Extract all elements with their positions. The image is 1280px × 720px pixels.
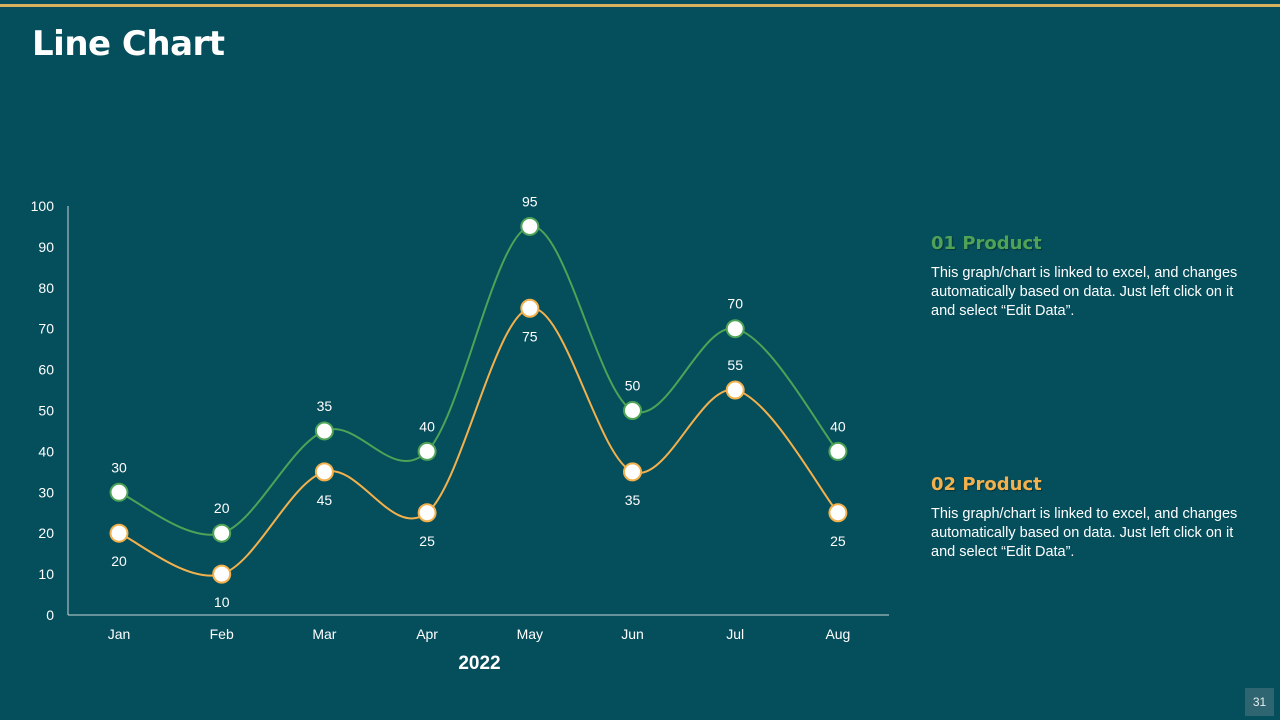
page-number: 31 — [1245, 688, 1274, 716]
series-1-data-label-apr: 40 — [419, 418, 435, 434]
series-1-point-aug — [828, 441, 848, 461]
series-2-point-apr — [417, 503, 437, 523]
series-2-data-label-jan: 20 — [111, 553, 127, 569]
series-1-data-label-jan: 30 — [111, 459, 127, 475]
y-tick-label: 20 — [38, 525, 54, 541]
x-tick-label-feb: Feb — [210, 626, 234, 642]
legend-product-2: 02 Product This graph/chart is linked to… — [931, 474, 1246, 562]
y-tick-label: 70 — [38, 321, 54, 337]
x-axis-title: 2022 — [458, 653, 500, 674]
series-1-data-label-may: 95 — [522, 193, 538, 209]
x-tick-label-aug: Aug — [825, 626, 850, 642]
x-tick-label-may: May — [517, 626, 543, 642]
series-1-point-mar — [314, 421, 334, 441]
series-2-point-may — [520, 298, 540, 318]
series-1-point-jun — [623, 401, 642, 420]
series-1-data-label-jun: 50 — [625, 378, 641, 394]
series-2-point-feb — [212, 564, 232, 584]
y-tick-label: 80 — [38, 280, 54, 296]
series-2-data-label-feb: 10 — [214, 594, 230, 610]
y-tick-label: 60 — [38, 362, 54, 378]
series-2-data-label-aug: 25 — [830, 533, 846, 549]
legend-product-2-description: This graph/chart is linked to excel, and… — [931, 506, 1238, 560]
series-2-data-label-jun: 35 — [625, 492, 641, 508]
legend-product-1-title: 01 Product — [931, 233, 1042, 254]
x-tick-label-mar: Mar — [312, 626, 336, 642]
series-2-point-jun — [623, 462, 642, 482]
series-1-data-label-mar: 35 — [317, 398, 333, 414]
y-tick-label: 50 — [38, 403, 54, 419]
y-tick-label: 10 — [38, 566, 54, 582]
y-tick-label: 100 — [31, 198, 55, 214]
y-tick-label: 90 — [38, 239, 54, 255]
y-tick-label: 40 — [38, 443, 54, 459]
series-1-point-jul — [725, 319, 745, 339]
series-2-point-jul — [725, 380, 745, 400]
series-1-point-jan — [109, 482, 129, 502]
x-tick-label-jul: Jul — [726, 626, 744, 642]
y-tick-label: 0 — [46, 607, 54, 623]
series-1-point-apr — [417, 441, 437, 461]
y-tick-label: 30 — [38, 484, 54, 500]
series-1-point-may — [520, 216, 540, 236]
series-2-data-label-jul: 55 — [727, 357, 743, 373]
series-1-data-label-jul: 70 — [727, 296, 743, 312]
series-2-data-label-mar: 45 — [317, 492, 333, 508]
x-tick-label-jan: Jan — [108, 626, 131, 642]
slide-title: Line Chart — [32, 24, 225, 64]
series-2-data-label-apr: 25 — [419, 533, 435, 549]
series-2-point-jan — [109, 523, 129, 543]
series-1-point-feb — [212, 523, 232, 543]
x-tick-label-jun: Jun — [621, 626, 644, 642]
series-2-point-aug — [828, 503, 848, 523]
legend-product-2-title: 02 Product — [931, 474, 1042, 495]
series-1-data-label-aug: 40 — [830, 418, 846, 434]
top-accent-rule — [0, 4, 1280, 7]
series-2-data-label-may: 75 — [522, 328, 538, 344]
legend-product-1-description: This graph/chart is linked to excel, and… — [931, 265, 1238, 319]
x-tick-label-apr: Apr — [416, 626, 438, 642]
legend-product-1: 01 Product This graph/chart is linked to… — [931, 233, 1246, 321]
series-line-1 — [118, 225, 839, 536]
series-2-point-mar — [314, 462, 334, 482]
series-1-data-label-feb: 20 — [214, 500, 230, 516]
series-line-2 — [118, 307, 839, 577]
